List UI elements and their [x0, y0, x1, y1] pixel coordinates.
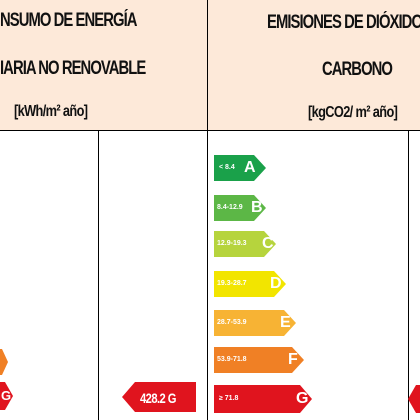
left-scale-g-arrow — [0, 382, 13, 410]
co2-scale-letter-a: A — [244, 159, 256, 176]
co2-scale-bar-b: 8.4-12.9 B — [214, 195, 266, 226]
co2-scale-letter-f: F — [288, 351, 298, 368]
left-header-line1: NSUMO DE ENERGÍA — [0, 10, 137, 31]
right-header-unit: [kgCO2/ m² año] — [308, 104, 398, 121]
co2-scale-bar-a: < 8.4 A — [214, 155, 266, 186]
co2-scale-range-a: < 8.4 — [219, 164, 235, 171]
left-header-line2: IARIA NO RENOVABLE — [0, 58, 146, 79]
left-scale-g-letter: G — [1, 388, 12, 403]
co2-scale-range-e: 28.7-53.9 — [217, 319, 247, 326]
rating-pointer — [122, 382, 196, 412]
co2-scale-range-d: 19.3-28.7 — [217, 280, 247, 287]
right-header-line2: CARBONO — [322, 59, 393, 80]
co2-scale-range-b: 8.4-12.9 — [217, 204, 243, 211]
co2-scale-range-f: 53.9-71.8 — [217, 356, 247, 363]
divider-center — [207, 0, 208, 420]
co2-scale-letter-d: D — [270, 275, 282, 292]
co2-scale: < 8.4 A 8.4-12.9 B 12.9-19.3 C 19.3-28.7… — [214, 155, 314, 415]
rating-value: 428.2 G — [140, 390, 176, 406]
left-header-unit: [kWh/m² año] — [14, 103, 88, 120]
co2-scale-letter-e: E — [280, 314, 291, 331]
co2-scale-bar-c: 12.9-19.3 C — [214, 231, 276, 262]
co2-scale-letter-c: C — [262, 235, 274, 252]
co2-rating-pointer-partial — [408, 385, 420, 413]
co2-scale-range-c: 12.9-19.3 — [217, 240, 247, 247]
header-bottom-border — [0, 130, 420, 131]
divider-right-col — [408, 131, 409, 420]
right-header-cell — [208, 0, 420, 130]
co2-scale-bar-d: 19.3-28.7 D — [214, 271, 286, 302]
co2-scale-range-g: ≥ 71.8 — [219, 395, 239, 402]
co2-scale-letter-g: G — [296, 390, 309, 407]
co2-scale-bar-g: ≥ 71.8 G — [214, 385, 312, 418]
co2-scale-bar-f: 53.9-71.8 F — [214, 347, 304, 378]
co2-scale-letter-b: B — [251, 199, 263, 216]
divider-left-col — [98, 131, 99, 420]
left-header-cell — [0, 0, 207, 130]
right-header-line1: EMISIONES DE DIÓXIDO — [267, 12, 420, 33]
left-scale-f-arrow — [0, 349, 8, 375]
co2-scale-bar-e: 28.7-53.9 E — [214, 310, 296, 341]
